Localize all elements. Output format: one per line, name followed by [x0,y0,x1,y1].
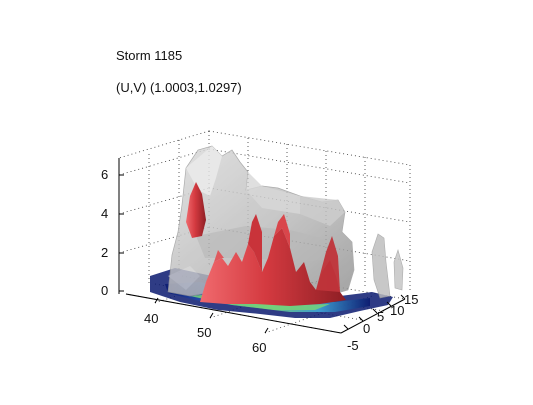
chart-title: Storm 1185 [116,48,183,63]
z-tick-label: 2 [101,245,108,260]
y-tick-label: -5 [347,338,359,353]
axis-lines [118,158,406,334]
z-tick-label: 6 [101,167,108,182]
z-tick-label: 0 [101,283,108,298]
x-tick-label: 60 [252,340,266,355]
x-tick-labels: 40 50 60 [144,311,266,355]
z-tick-label: 4 [101,206,108,221]
z-tick-labels: 6 4 2 0 [101,167,108,298]
y-axis-line [340,298,406,334]
y-tick-label: 10 [390,303,404,318]
x-tick-label: 40 [144,311,158,326]
y-tick-labels: -5 0 5 10 15 [347,292,418,353]
x-axis-line [125,293,342,334]
y-tick-label: 15 [404,292,418,307]
x-tick-label: 50 [197,325,211,340]
inner-isosurface [186,182,346,306]
y-tick-label: 0 [363,321,370,336]
y-tick-label: 5 [377,309,384,324]
chart-subtitle: (U,V) (1.0003,1.0297) [116,80,242,95]
